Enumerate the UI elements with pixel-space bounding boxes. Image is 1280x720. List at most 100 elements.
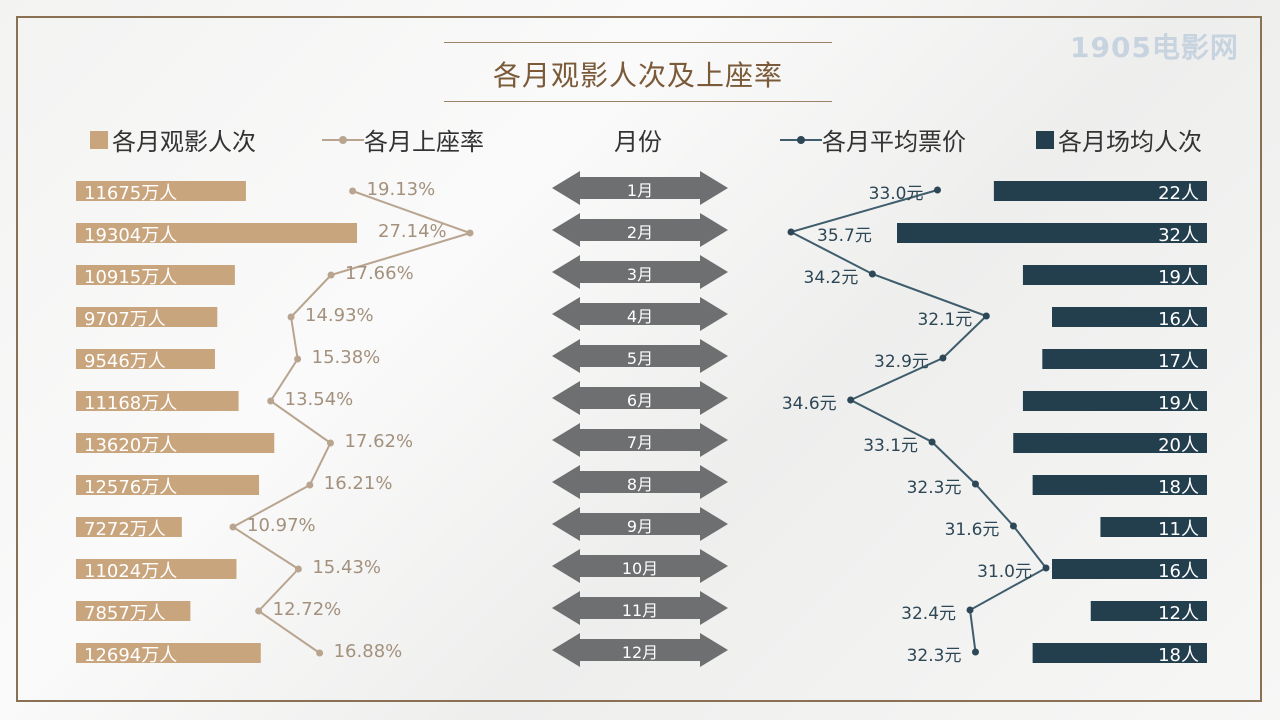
legend-label-avg-price: 各月平均票价 bbox=[822, 128, 966, 156]
occupancy-point-11 bbox=[255, 607, 263, 615]
per-show-label-7: 20人 bbox=[1158, 435, 1199, 456]
legend-swatch-per-show bbox=[1036, 130, 1054, 149]
per-show-bar-4 bbox=[1052, 307, 1207, 327]
viewers-label-12: 12694万人 bbox=[84, 645, 178, 666]
per-show-label-1: 22人 bbox=[1158, 183, 1199, 204]
month-label-12: 12月 bbox=[621, 643, 659, 662]
avg-price-point-2 bbox=[787, 228, 795, 236]
avg-price-point-12 bbox=[971, 648, 979, 656]
occupancy-point-4 bbox=[287, 313, 295, 321]
viewers-bar-4 bbox=[76, 307, 218, 327]
month-label-4: 4月 bbox=[626, 307, 654, 326]
occupancy-point-2 bbox=[466, 229, 474, 237]
viewers-bar-7 bbox=[76, 433, 275, 453]
viewers-bar-9 bbox=[76, 517, 182, 537]
legend-label-viewers: 各月观影人次 bbox=[112, 128, 256, 156]
per-show-bar-9 bbox=[1100, 517, 1207, 537]
avg-price-line bbox=[788, 189, 1048, 653]
avg-price-point-6 bbox=[847, 396, 855, 404]
month-arrow-2 bbox=[552, 213, 728, 247]
per-show-bar-1 bbox=[993, 181, 1207, 201]
avg-price-point-4 bbox=[982, 312, 990, 320]
avg-price-label-10: 31.0元 bbox=[977, 562, 1032, 582]
legend-per-show: 各月场均人次 bbox=[1036, 122, 1202, 157]
per-show-label-6: 19人 bbox=[1158, 393, 1199, 414]
month-label-10: 10月 bbox=[621, 559, 659, 578]
month-label-3: 3月 bbox=[626, 265, 654, 284]
avg-price-label-11: 32.4元 bbox=[901, 604, 957, 624]
legend-label-occupancy: 各月上座率 bbox=[364, 128, 484, 156]
avg-price-point-3 bbox=[868, 270, 876, 278]
month-arrow-8 bbox=[552, 465, 728, 499]
title-top-rule bbox=[444, 42, 832, 43]
per-show-label-5: 17人 bbox=[1158, 351, 1199, 372]
viewers-label-5: 9546万人 bbox=[84, 351, 166, 372]
month-arrow-7 bbox=[552, 423, 728, 457]
avg-price-point-9 bbox=[1009, 522, 1017, 530]
avg-price-point-11 bbox=[966, 606, 974, 614]
per-show-label-4: 16人 bbox=[1158, 309, 1199, 330]
avg-price-label-8: 32.3元 bbox=[906, 478, 962, 498]
viewers-bar-3 bbox=[76, 265, 235, 285]
viewers-label-9: 7272万人 bbox=[84, 519, 166, 540]
occupancy-label-10: 15.43% bbox=[312, 557, 381, 578]
viewers-bar-5 bbox=[76, 349, 215, 369]
avg-price-point-5 bbox=[939, 354, 947, 362]
viewers-label-1: 11675万人 bbox=[84, 183, 178, 204]
per-show-bar-8 bbox=[1032, 475, 1207, 495]
legend-label-month: 月份 bbox=[614, 128, 662, 156]
occupancy-point-6 bbox=[267, 397, 275, 405]
occupancy-point-9 bbox=[229, 523, 237, 531]
month-label-11: 11月 bbox=[621, 601, 659, 620]
avg-price-label-7: 33.1元 bbox=[863, 436, 919, 456]
viewers-bar-11 bbox=[76, 601, 191, 621]
viewers-bar-2 bbox=[76, 223, 357, 243]
per-show-label-2: 32人 bbox=[1158, 225, 1199, 246]
occupancy-point-5 bbox=[294, 355, 302, 363]
avg-price-label-12: 32.3元 bbox=[906, 646, 962, 666]
chart-title: 各月观影人次及上座率 bbox=[492, 59, 783, 92]
occupancy-point-3 bbox=[327, 271, 335, 279]
month-label-7: 7月 bbox=[626, 433, 654, 452]
per-show-bar-2 bbox=[897, 223, 1207, 243]
month-arrow-10 bbox=[552, 549, 728, 583]
occupancy-point-12 bbox=[316, 649, 324, 657]
occupancy-point-10 bbox=[294, 565, 302, 573]
per-show-label-11: 12人 bbox=[1158, 603, 1199, 624]
month-label-8: 8月 bbox=[626, 475, 654, 494]
avg-price-point-7 bbox=[928, 438, 936, 446]
month-label-1: 1月 bbox=[626, 181, 654, 200]
avg-price-label-1: 33.0元 bbox=[868, 184, 924, 204]
legend-swatch-viewers bbox=[90, 130, 108, 149]
month-arrow-6 bbox=[552, 381, 728, 415]
legend-month: 月份 bbox=[614, 122, 662, 157]
logo-1905: 1905电影网 bbox=[1070, 31, 1239, 64]
viewers-bar-8 bbox=[76, 475, 260, 495]
per-show-label-12: 18人 bbox=[1158, 645, 1199, 666]
per-show-bar-6 bbox=[1022, 391, 1207, 411]
occupancy-point-8 bbox=[306, 481, 314, 489]
occupancy-point-1 bbox=[349, 187, 357, 195]
per-show-bar-5 bbox=[1042, 349, 1207, 369]
occupancy-line bbox=[231, 190, 474, 654]
occupancy-label-11: 12.72% bbox=[272, 599, 342, 620]
month-label-9: 9月 bbox=[626, 517, 654, 536]
slide-frame bbox=[16, 16, 1262, 702]
legend-label-per-show: 各月场均人次 bbox=[1058, 128, 1202, 156]
month-label-5: 5月 bbox=[626, 349, 654, 368]
avg-price-label-6: 34.6元 bbox=[781, 394, 837, 414]
per-show-bar-11 bbox=[1090, 601, 1207, 621]
legend-viewers: 各月观影人次 bbox=[90, 122, 256, 157]
per-show-bar-12 bbox=[1032, 643, 1207, 663]
avg-price-label-2: 35.7元 bbox=[817, 226, 872, 246]
legend-line-icon-price bbox=[780, 135, 822, 144]
month-arrow-9 bbox=[552, 507, 728, 541]
occupancy-label-3: 17.66% bbox=[345, 263, 414, 284]
viewers-label-7: 13620万人 bbox=[84, 435, 178, 456]
viewers-label-6: 11168万人 bbox=[84, 393, 178, 414]
avg-price-point-8 bbox=[971, 480, 979, 488]
avg-price-label-5: 32.9元 bbox=[874, 352, 929, 372]
occupancy-label-2: 27.14% bbox=[378, 221, 447, 242]
viewers-label-11: 7857万人 bbox=[84, 603, 166, 624]
